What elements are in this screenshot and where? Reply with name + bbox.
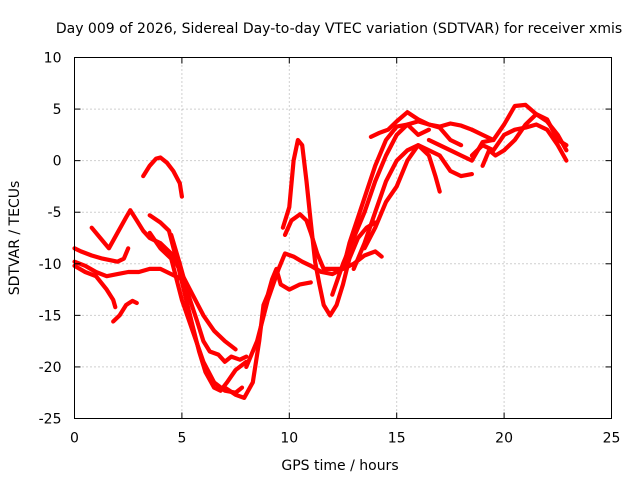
y-tick-label: 10	[44, 51, 62, 67]
plot-frame	[74, 57, 612, 419]
x-axis-label: GPS time / hours	[281, 458, 398, 474]
axis-ticks: 0 5 10 15 20 25 -25 -20 -15 -10 -5 0 5 10	[39, 51, 621, 447]
x-tick-label: 15	[388, 431, 406, 447]
y-tick-label: -15	[39, 308, 62, 324]
y-axis-label: SDTVAR / TECUs	[7, 181, 23, 296]
data-series-track-17	[368, 110, 464, 148]
chart-title: Day 009 of 2026, Sidereal Day-to-day VTE…	[56, 21, 622, 37]
y-tick-label: -10	[39, 257, 62, 273]
x-tick-label: 25	[603, 431, 621, 447]
y-tick-label: -20	[39, 360, 62, 376]
y-tick-label: -25	[39, 412, 62, 428]
data-series-track-2	[72, 263, 118, 310]
data-series-track-21	[426, 137, 496, 163]
data-series-track-12	[280, 137, 378, 318]
data-series-track-20	[480, 112, 569, 168]
data-series-track-10	[222, 266, 313, 400]
y-tick-label: -5	[48, 205, 62, 221]
data-series-track-16	[362, 143, 442, 251]
data-series-track-15	[351, 143, 474, 271]
data-series-track-6	[141, 155, 184, 199]
data-series-track-4	[89, 208, 238, 352]
y-tick-label: 5	[53, 102, 62, 118]
y-tick-label: 0	[53, 154, 62, 170]
data-series-track-5	[111, 298, 139, 324]
x-tick-label: 5	[177, 431, 186, 447]
data-series-track-8	[147, 213, 249, 393]
x-tick-label: 10	[280, 431, 298, 447]
x-tick-label: 0	[70, 431, 79, 447]
data-series-track-9	[169, 232, 249, 364]
x-tick-label: 20	[495, 431, 513, 447]
data-series-track-3	[72, 259, 184, 282]
data-series-track-11	[244, 249, 384, 369]
data-series-track-1	[72, 246, 131, 264]
data-series-group	[72, 102, 569, 400]
data-series-track-14	[330, 119, 474, 297]
